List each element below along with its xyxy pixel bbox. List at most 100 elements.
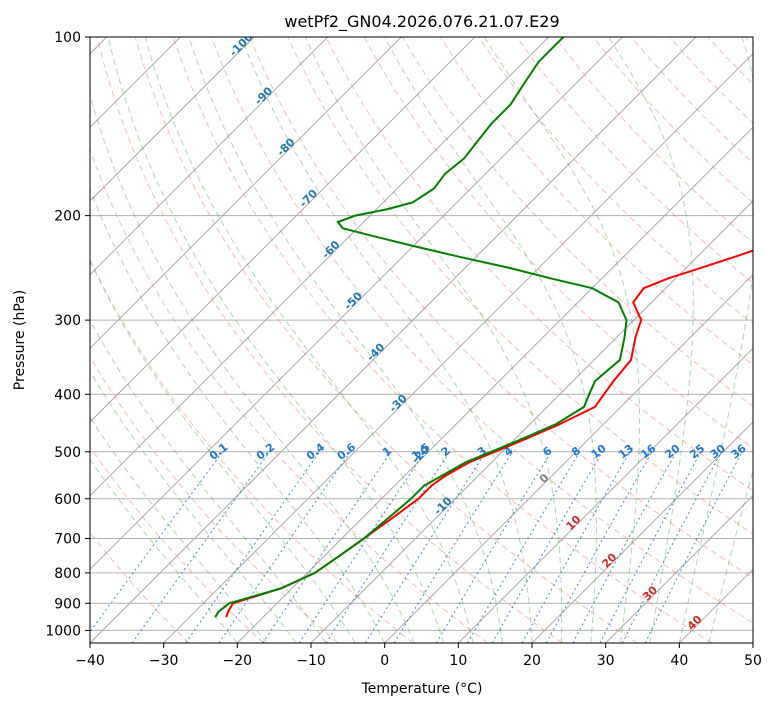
moist-adiabat-line (90, 319, 327, 643)
isotherm-line (90, 37, 402, 350)
chart-title: wetPf2_GN04.2026.076.21.07.E29 (284, 12, 559, 32)
mixing-ratio-line (491, 451, 603, 643)
x-axis-label: Temperature (°C) (361, 681, 483, 697)
plot-area: 0.1 0.2 0.4 0.6 1 1.5 2 3 4 6 8 10 13 16 20 25 30 36-100-… (90, 30, 753, 643)
dry-adiabat-line (96, 37, 563, 643)
mixing-ratio-label: 0.1 (207, 440, 230, 462)
moist-adiabat-line (90, 416, 268, 643)
y-tick-label: 300 (54, 313, 81, 329)
dry-adiabat-line (172, 37, 712, 643)
mixing-ratio-label: 25 (687, 442, 707, 462)
y-tick-label: 700 (54, 532, 81, 548)
x-tick-label: 40 (670, 653, 688, 669)
y-axis: 100 200 300 400 500 600 700 800 900 1000 (45, 30, 90, 639)
isotherm-label: -60 (319, 238, 342, 261)
isotherm-line (90, 37, 623, 571)
dewpoint-profile (214, 37, 628, 618)
dry-adiabat-line (211, 37, 753, 624)
dry-adiabat-line (554, 37, 753, 244)
mixing-ratio-label: 0.4 (304, 440, 328, 462)
isotherm-label: -80 (274, 135, 297, 158)
moist-adiabat-line (144, 37, 474, 643)
isotherm-line (310, 200, 753, 643)
dry-adiabat-line (90, 531, 190, 643)
mixing-ratio-line (521, 451, 631, 643)
dry-adiabat-line (669, 37, 753, 125)
mixing-ratio-line (393, 451, 513, 643)
moist-adiabat-line (483, 37, 640, 643)
dry-adiabat-line (707, 37, 753, 85)
y-tick-label: 800 (54, 566, 81, 582)
x-tick-label: 0 (380, 653, 389, 669)
isotherm-label: -100 (227, 30, 256, 59)
x-tick-label: 50 (744, 653, 762, 669)
x-tick-label: −10 (296, 653, 326, 669)
y-tick-label: 500 (54, 445, 81, 461)
mixing-ratio-line (572, 451, 677, 643)
isotherm-label: -30 (387, 392, 410, 415)
mixing-ratio-line (262, 451, 392, 643)
isotherm-line (678, 568, 753, 643)
moist-adiabat-line (90, 188, 386, 643)
isotherm-line (384, 273, 753, 643)
mixing-ratio-line (131, 451, 271, 643)
dry-adiabat-line (592, 37, 753, 204)
x-tick-label: −40 (75, 653, 105, 669)
moist-adiabat-line (188, 37, 503, 643)
mixing-ratio-label: 20 (663, 442, 683, 462)
moist-adiabat-line (90, 370, 297, 643)
isotherm-line (163, 52, 753, 643)
dry-adiabat-line (287, 37, 753, 535)
moist-adiabat-line (678, 37, 753, 643)
isotherm-label: -70 (297, 187, 320, 210)
dry-adiabat-line (478, 37, 753, 325)
moist-adiabat-line (608, 37, 694, 643)
plot-frame (89, 36, 754, 644)
isotherm-line (90, 37, 255, 202)
y-tick-label: 400 (54, 387, 81, 403)
mixing-ratio-line (364, 451, 487, 643)
x-axis: −40 −30 −20 −10 0 10 20 30 40 50 (75, 643, 762, 669)
isotherm-label: 40 (685, 612, 705, 632)
x-tick-label: 10 (449, 653, 467, 669)
dry-adiabat-line (90, 445, 264, 643)
mixing-ratio-label: 0.6 (335, 440, 359, 462)
dry-adiabat-line (90, 258, 414, 643)
isotherm-line (457, 347, 753, 643)
moist-adiabat-line (708, 467, 753, 643)
mixing-ratio-line (325, 451, 451, 643)
mixing-ratio-label: 13 (616, 442, 636, 462)
y-tick-label: 100 (54, 30, 81, 46)
isotherm-line (605, 494, 753, 643)
x-tick-label: −20 (223, 653, 253, 669)
dry-adiabat-line (134, 37, 638, 643)
mixing-ratio-line (644, 451, 743, 643)
dry-adiabat-line (90, 355, 339, 643)
moist-adiabat-line (107, 37, 445, 643)
temperature-profile (225, 249, 753, 618)
x-tick-label: 30 (597, 653, 615, 669)
moist-adiabat-line (240, 37, 533, 643)
moist-adiabat-line (304, 37, 563, 643)
y-tick-label: 1000 (45, 623, 81, 639)
mixing-ratio-line (621, 451, 722, 643)
isotherm-label: -10 (431, 494, 454, 517)
moist-adiabat-line (90, 458, 238, 643)
moist-adiabat-line (90, 259, 356, 643)
mixing-ratio-label: 10 (589, 442, 609, 462)
mixing-ratio-label: 36 (729, 442, 749, 462)
x-tick-label: −30 (149, 653, 179, 669)
dry-adiabat-line (325, 37, 753, 492)
isotherm-line (90, 37, 550, 497)
isotherm-line (752, 642, 753, 643)
isotherm-line (90, 37, 329, 276)
mixing-ratio-line (545, 451, 653, 643)
mixing-ratio-label: 30 (708, 442, 728, 462)
mixing-ratio-line (435, 451, 552, 643)
y-axis-label: Pressure (hPa) (12, 290, 28, 390)
mixing-ratio-label: 16 (638, 442, 658, 462)
isotherm-label: -40 (364, 340, 387, 363)
y-tick-label: 900 (54, 596, 81, 612)
dry-adiabat-line (90, 148, 488, 643)
